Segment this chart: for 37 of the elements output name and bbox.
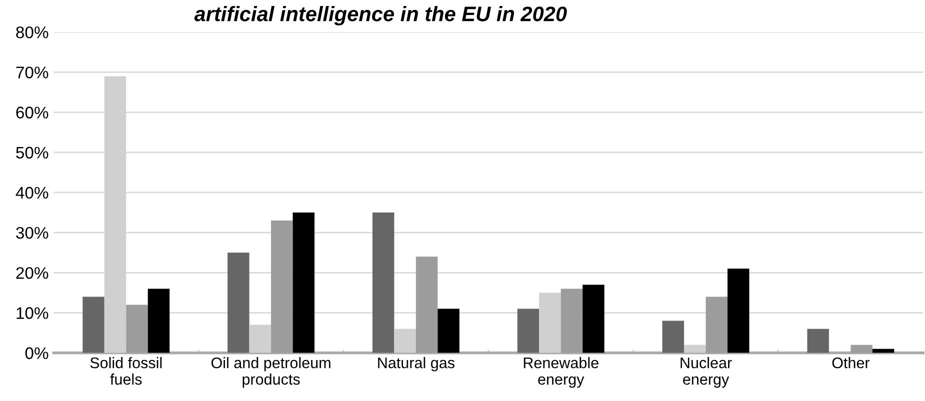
bar <box>292 212 314 353</box>
x-tick-label: Natural gas <box>378 357 454 372</box>
bar <box>416 256 438 353</box>
bar <box>684 344 706 353</box>
x-tick-label: Nuclear energy <box>680 357 732 388</box>
bar <box>560 288 583 353</box>
x-tick-label: Solid fossil fuels <box>90 357 162 385</box>
bar <box>126 304 148 353</box>
y-tick-label: 60% <box>16 106 48 118</box>
bar <box>728 268 750 353</box>
bar <box>372 212 394 353</box>
y-tick-label: 0% <box>25 347 48 360</box>
y-tick-label: 50% <box>16 146 48 159</box>
bar <box>249 324 272 353</box>
x-tick-label: Oil and petroleum products <box>211 357 330 388</box>
bar <box>517 308 540 353</box>
bar <box>394 328 416 353</box>
y-tick-label: 80% <box>16 26 48 38</box>
bar <box>850 344 872 353</box>
bar <box>582 284 604 353</box>
bar <box>706 296 728 353</box>
y-tick-label: 70% <box>16 66 48 78</box>
bar <box>148 288 170 353</box>
y-tick-label: 40% <box>16 186 48 199</box>
bar <box>271 220 293 353</box>
bar <box>539 292 561 353</box>
bar <box>807 328 829 353</box>
bar <box>662 320 684 353</box>
y-tick-label: 30% <box>16 226 48 239</box>
chart-title: artificial intelligence in the EU in 2020 <box>194 6 567 26</box>
x-tick-label: Renewable energy <box>524 357 598 388</box>
y-tick-label: 20% <box>16 267 48 279</box>
bar <box>438 308 460 353</box>
bar <box>82 296 104 353</box>
y-tick-label: 10% <box>16 307 48 319</box>
bar <box>228 252 250 353</box>
x-tick-label: Other <box>832 357 870 368</box>
